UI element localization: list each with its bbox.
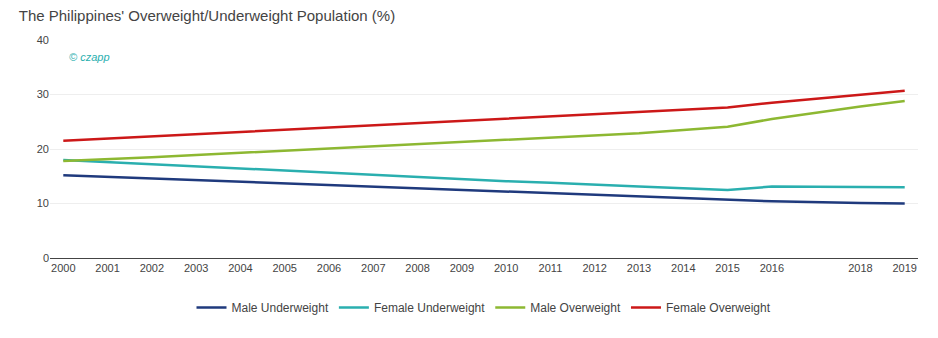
- svg-text:2018: 2018: [848, 262, 872, 274]
- svg-text:0: 0: [43, 252, 49, 264]
- svg-text:2002: 2002: [140, 262, 164, 274]
- svg-text:2010: 2010: [494, 262, 518, 274]
- svg-text:2006: 2006: [317, 262, 341, 274]
- svg-text:2004: 2004: [228, 262, 252, 274]
- svg-text:2009: 2009: [450, 262, 474, 274]
- svg-text:2016: 2016: [760, 262, 784, 274]
- svg-text:2011: 2011: [539, 262, 563, 274]
- svg-text:2005: 2005: [272, 262, 296, 274]
- svg-text:2001: 2001: [95, 262, 119, 274]
- svg-text:2014: 2014: [671, 262, 695, 274]
- svg-text:2000: 2000: [51, 262, 75, 274]
- svg-text:The Philippines' Overweight/Un: The Philippines' Overweight/Underweight …: [19, 7, 395, 24]
- svg-text:Male Overweight: Male Overweight: [530, 301, 621, 315]
- svg-text:Female Underweight: Female Underweight: [374, 301, 485, 315]
- svg-text:30: 30: [37, 88, 49, 100]
- svg-text:2019: 2019: [892, 262, 916, 274]
- svg-text:10: 10: [37, 197, 49, 209]
- svg-text:2013: 2013: [627, 262, 651, 274]
- svg-text:© czapp: © czapp: [69, 51, 110, 63]
- svg-text:40: 40: [37, 34, 49, 46]
- svg-text:20: 20: [37, 143, 49, 155]
- svg-text:Female Overweight: Female Overweight: [666, 301, 771, 315]
- svg-text:2008: 2008: [405, 262, 429, 274]
- svg-text:2012: 2012: [582, 262, 606, 274]
- svg-text:2003: 2003: [184, 262, 208, 274]
- svg-text:Male Underweight: Male Underweight: [232, 301, 329, 315]
- svg-text:2015: 2015: [715, 262, 739, 274]
- svg-text:2007: 2007: [361, 262, 385, 274]
